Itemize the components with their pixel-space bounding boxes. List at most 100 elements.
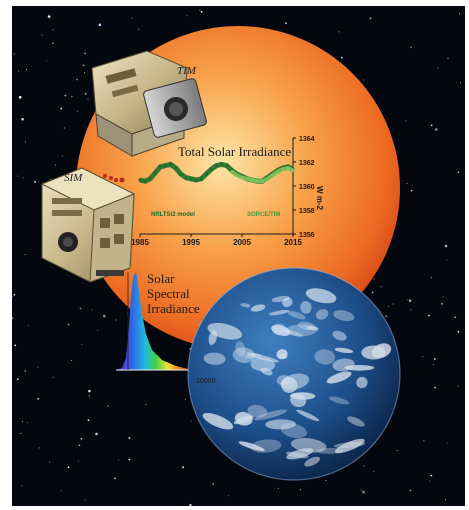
star xyxy=(387,305,389,307)
star xyxy=(79,307,82,310)
star xyxy=(81,344,83,345)
series-point-1 xyxy=(240,176,244,180)
cloud xyxy=(332,330,347,341)
star xyxy=(22,177,24,179)
scene-panel: 1985 1995 2005 2015 1364 1362 1360 1358 1356 To… xyxy=(12,6,465,506)
series-point-1 xyxy=(245,177,249,181)
x-tick-label: 2015 xyxy=(284,238,302,247)
star xyxy=(60,490,62,492)
star xyxy=(49,461,50,463)
star xyxy=(446,259,448,261)
star xyxy=(54,164,56,166)
star xyxy=(459,13,460,15)
star xyxy=(128,458,131,461)
series-point-1 xyxy=(271,173,275,177)
cloud xyxy=(306,326,319,331)
star xyxy=(82,64,85,67)
cloud xyxy=(326,371,352,384)
star xyxy=(52,29,54,31)
tsi-chart: 1985 1995 2005 2015 1364 1362 1360 1358 1356 To… xyxy=(131,136,324,247)
star xyxy=(380,286,382,288)
star xyxy=(212,483,215,485)
cloud xyxy=(332,358,355,372)
cloud xyxy=(304,456,321,467)
star xyxy=(118,459,120,461)
star xyxy=(199,9,201,11)
legend-sorce: SORCE/TIM xyxy=(247,212,280,218)
cloud xyxy=(300,301,312,314)
chart-series xyxy=(138,161,295,184)
star xyxy=(128,437,131,439)
star xyxy=(435,128,438,131)
star xyxy=(95,432,98,436)
star xyxy=(24,254,26,255)
star xyxy=(373,470,375,472)
star xyxy=(430,277,432,279)
star xyxy=(37,366,39,368)
star xyxy=(12,295,13,297)
series-point-0 xyxy=(138,178,142,182)
series-point-0 xyxy=(174,166,178,170)
series-point-0 xyxy=(158,165,162,169)
spectral-label-line3: Irradiance xyxy=(147,301,200,316)
star xyxy=(362,490,365,494)
star xyxy=(16,378,19,381)
series-point-1 xyxy=(291,168,295,172)
star xyxy=(410,309,412,311)
x-tick-label: 1995 xyxy=(182,238,200,247)
cloud xyxy=(361,345,386,360)
star xyxy=(88,389,91,393)
star xyxy=(457,385,459,387)
cloud xyxy=(279,353,288,360)
series-point-0 xyxy=(148,177,152,181)
legend-nrltsi2: NRLTSI2 model xyxy=(151,212,195,218)
spectral-label-line2: Spectral xyxy=(147,286,190,301)
star xyxy=(107,405,110,407)
series-point-0 xyxy=(179,172,183,176)
star xyxy=(98,23,102,27)
y-tick-label: 1358 xyxy=(299,208,315,215)
star xyxy=(71,96,73,97)
star xyxy=(432,364,434,365)
y-ticks: 1364 1362 1360 1358 1356 xyxy=(293,136,315,239)
star xyxy=(50,178,52,180)
star xyxy=(190,420,192,422)
star xyxy=(103,314,106,318)
x-tick-label: 2005 xyxy=(233,238,251,247)
series-point-1 xyxy=(281,167,285,171)
star xyxy=(63,127,65,129)
star xyxy=(186,15,188,17)
star xyxy=(77,460,79,462)
star xyxy=(184,398,186,400)
star xyxy=(369,17,372,20)
star xyxy=(440,302,443,305)
star xyxy=(145,404,147,405)
star xyxy=(71,360,73,361)
series-point-0 xyxy=(189,177,193,181)
star xyxy=(52,42,54,45)
star xyxy=(444,244,448,248)
series-point-0 xyxy=(225,164,229,168)
cloud xyxy=(203,352,226,365)
series-point-0 xyxy=(169,162,173,166)
cloud xyxy=(253,409,288,421)
cloud xyxy=(207,322,242,340)
star xyxy=(325,480,327,482)
star xyxy=(12,317,14,319)
star xyxy=(67,323,70,326)
series-point-0 xyxy=(194,178,198,182)
star xyxy=(406,299,408,301)
series-point-0 xyxy=(153,171,157,175)
spectral-axis-value: 10000 xyxy=(196,378,216,385)
star xyxy=(300,489,302,491)
series-point-1 xyxy=(260,179,264,183)
cloud xyxy=(315,309,329,320)
star xyxy=(76,78,79,81)
cloud xyxy=(347,416,365,427)
star xyxy=(228,495,229,497)
cloud xyxy=(232,347,256,364)
y-tick-label: 1362 xyxy=(299,160,315,167)
star xyxy=(78,444,81,447)
cloud xyxy=(282,297,293,308)
star xyxy=(61,155,63,157)
